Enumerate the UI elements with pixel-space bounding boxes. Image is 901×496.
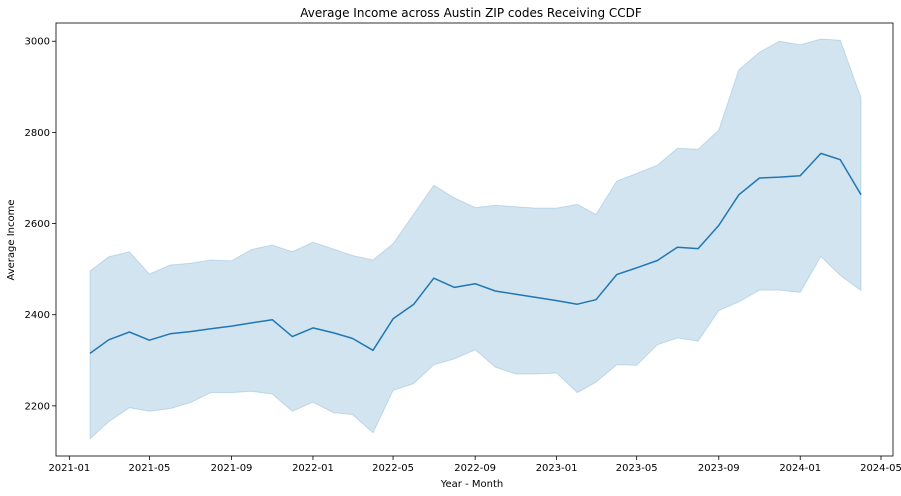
y-tick-label: 3000	[25, 37, 50, 48]
y-tick-label: 2600	[25, 219, 50, 230]
x-tick-label: 2022-01	[292, 463, 334, 474]
chart-title: Average Income across Austin ZIP codes R…	[300, 6, 642, 20]
x-tick-label: 2022-05	[372, 463, 414, 474]
plot-frame	[55, 22, 894, 457]
x-tick-label: 2021-01	[48, 463, 90, 474]
y-tick-label: 2200	[25, 401, 50, 412]
y-axis-label: Average Income	[6, 199, 17, 280]
y-tick-label: 2800	[25, 128, 50, 139]
plot-area	[89, 38, 862, 440]
x-tick-label: 2021-09	[211, 463, 253, 474]
x-tick-label: 2021-05	[129, 463, 171, 474]
confidence-band	[89, 38, 862, 440]
x-tick-label: 2024-01	[779, 463, 821, 474]
x-tick-label: 2024-05	[860, 463, 901, 474]
x-axis: 2021-01 2021-05 2021-09 2022-01 2022-05 2022-…	[48, 456, 901, 474]
x-tick-label: 2023-05	[616, 463, 658, 474]
x-tick-label: 2023-01	[536, 463, 578, 474]
y-axis: 2200 2400 2600 2800 3000	[25, 37, 56, 412]
y-tick-label: 2400	[25, 310, 50, 321]
x-tick-label: 2023-09	[698, 463, 740, 474]
x-axis-label: Year - Month	[440, 479, 503, 490]
series-line	[89, 152, 862, 355]
x-tick-label: 2022-09	[454, 463, 496, 474]
